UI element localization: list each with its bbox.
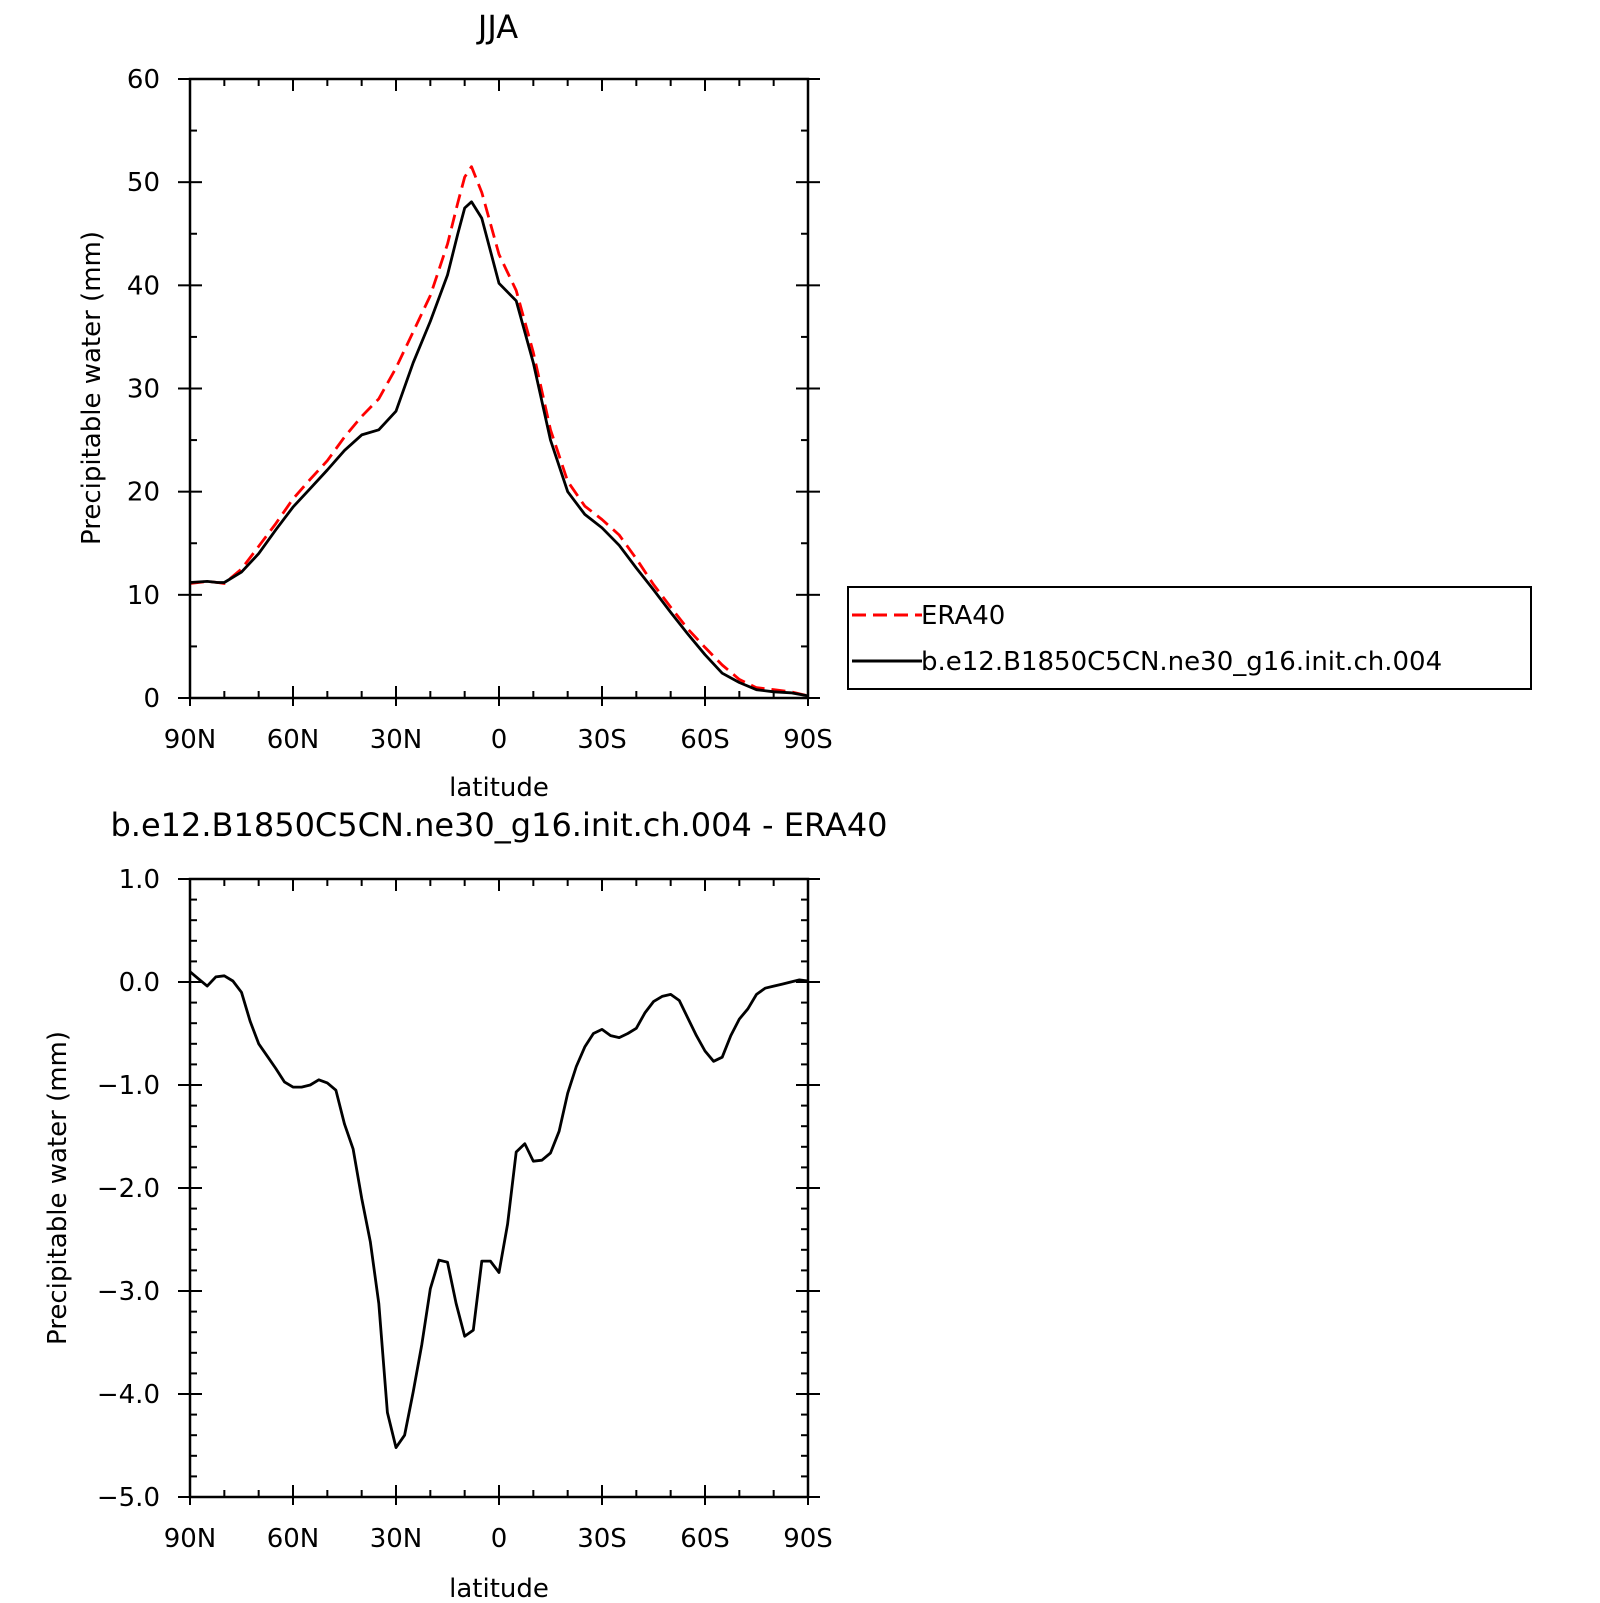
climatology-x-tick-label: 90N [164, 725, 217, 755]
climatology-x-tick-label: 90S [783, 725, 833, 755]
climatology-series [189, 165, 809, 698]
climatology-x-tick-label: 60S [680, 725, 730, 755]
climatology-x-tick-label: 30S [577, 725, 627, 755]
climatology-x-tick-labels: 90N 60N 30N 0 30S 60S 90S [164, 725, 833, 755]
climatology-y-tick-label: 50 [127, 168, 160, 198]
climatology-x-tick-label: 30N [370, 725, 423, 755]
climatology-panel: JJA 0 10 20 30 40 50 60 90N 60N 30N 0 30S 60S 90S la… [77, 8, 1532, 803]
difference-x-tick-label: 0 [491, 1524, 508, 1554]
legend: ERA40 b.e12.B1850C5CN.ne30_g16.init.ch.0… [847, 586, 1532, 690]
climatology-y-tick-label: 10 [127, 581, 160, 611]
legend-label-model: b.e12.B1850C5CN.ne30_g16.init.ch.004 [921, 647, 1442, 677]
difference-x-tick-label: 30N [370, 1524, 423, 1554]
climatology-x-axis-title: latitude [449, 773, 549, 803]
climatology-x-tick-label: 60N [267, 725, 320, 755]
difference-plot-frame [188, 877, 810, 1499]
difference-x-tick-label: 60S [680, 1524, 730, 1554]
difference-y-tick-label: −5.0 [97, 1483, 160, 1513]
climatology-y-axis-title: Precipitable water (mm) [77, 231, 107, 545]
difference-x-tick-label: 90S [783, 1524, 833, 1554]
climatology-y-tick-label: 60 [127, 65, 160, 95]
climatology-x-tick-label: 0 [491, 725, 508, 755]
climatology-series-line-0 [189, 165, 809, 698]
climatology-plot-frame [188, 77, 810, 700]
difference-y-tick-label: 0.0 [119, 968, 160, 998]
climatology-y-tick-labels: 0 10 20 30 40 50 60 [127, 65, 160, 714]
climatology-y-tick-label: 20 [127, 478, 160, 508]
legend-label-era40: ERA40 [921, 601, 1005, 631]
difference-y-tick-label: −2.0 [97, 1174, 160, 1204]
climatology-series-line-1 [189, 200, 809, 698]
difference-x-tick-label: 90N [164, 1524, 217, 1554]
difference-y-tick-label: 1.0 [119, 865, 160, 895]
difference-y-tick-label: −1.0 [97, 1071, 160, 1101]
climatology-y-tick-label: 40 [127, 271, 160, 301]
difference-title: b.e12.B1850C5CN.ne30_g16.init.ch.004 - E… [110, 806, 887, 844]
difference-series [189, 970, 809, 1449]
difference-panel: b.e12.B1850C5CN.ne30_g16.init.ch.004 - E… [43, 806, 888, 1603]
difference-x-tick-label: 60N [267, 1524, 320, 1554]
difference-y-tick-labels: 1.0 0.0 −1.0 −2.0 −3.0 −4.0 −5.0 [97, 865, 160, 1513]
climatology-y-tick-label: 30 [127, 375, 160, 405]
difference-x-tick-label: 30S [577, 1524, 627, 1554]
difference-y-tick-label: −3.0 [97, 1277, 160, 1307]
difference-y-axis-title: Precipitable water (mm) [43, 1031, 73, 1345]
climatology-y-tick-label: 0 [143, 684, 160, 714]
legend-box [847, 586, 1532, 690]
difference-x-tick-labels: 90N 60N 30N 0 30S 60S 90S [164, 1524, 833, 1554]
climatology-title: JJA [476, 8, 518, 46]
difference-y-tick-label: −4.0 [97, 1380, 160, 1410]
difference-series-line-0 [189, 970, 809, 1449]
difference-x-axis-title: latitude [449, 1574, 549, 1603]
